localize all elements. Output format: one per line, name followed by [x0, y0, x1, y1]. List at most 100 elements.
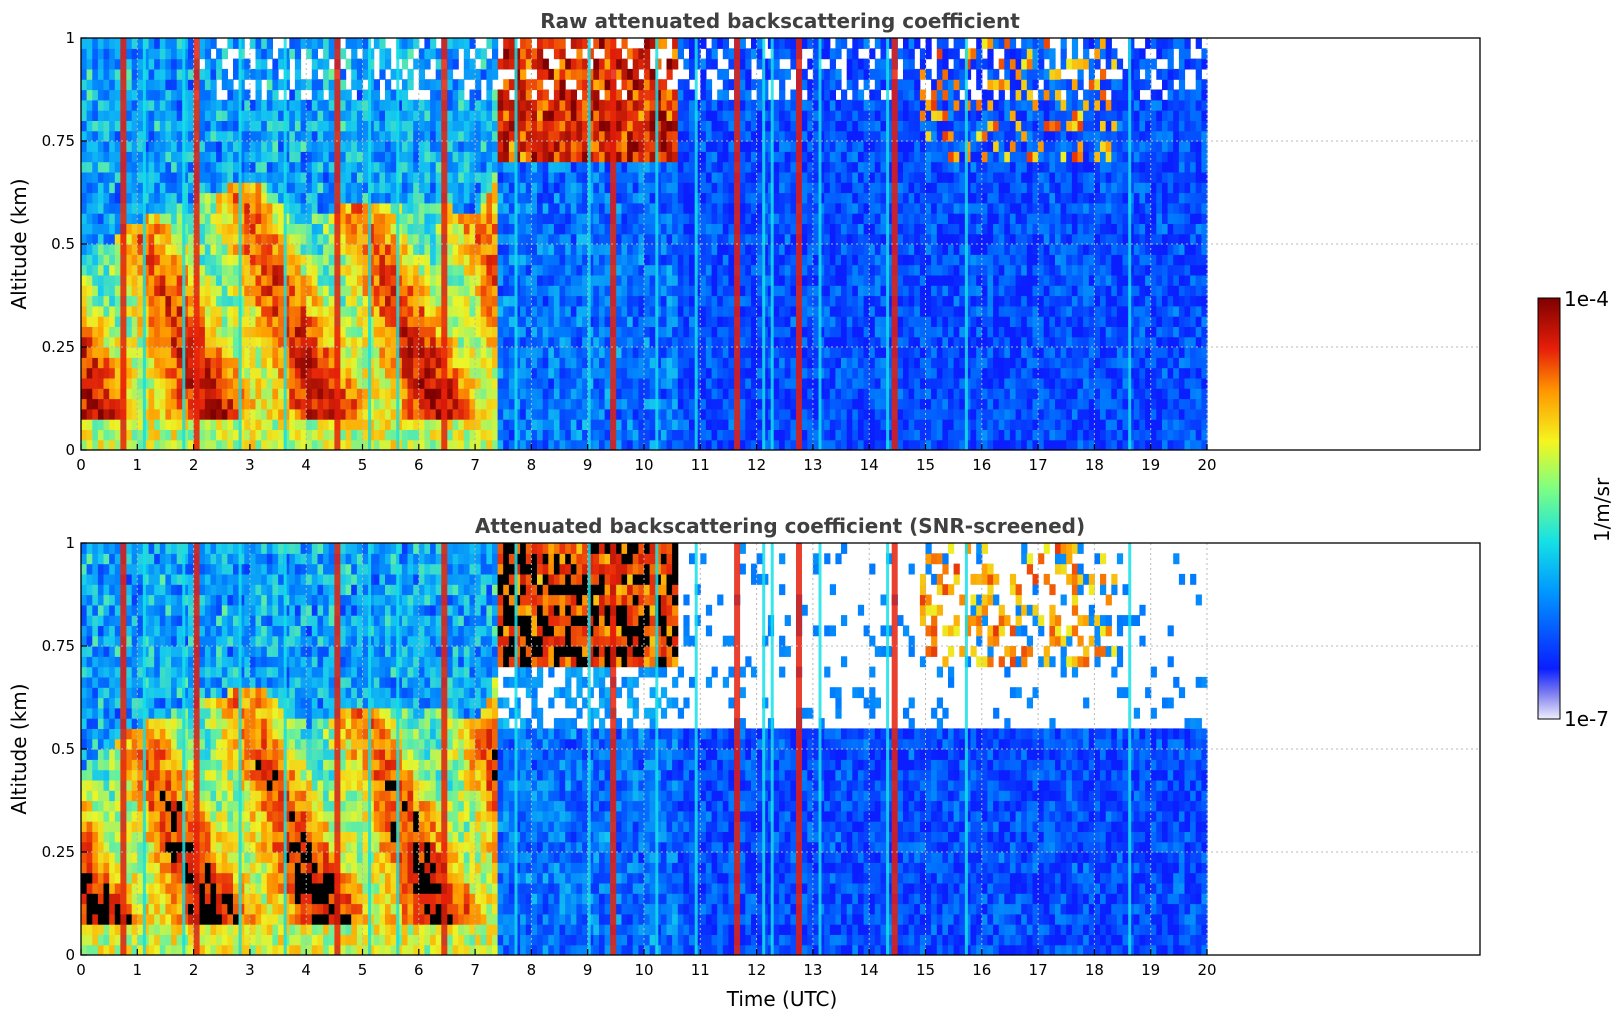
heatmap-cell [497, 316, 504, 327]
heatmap-cell [666, 357, 673, 369]
heatmap-cell [700, 151, 707, 163]
heatmap-cell [86, 151, 93, 163]
heatmap-cell [458, 439, 465, 450]
heatmap-cell [627, 110, 634, 121]
heatmap-cell [520, 305, 527, 317]
heatmap-cell [204, 316, 212, 327]
heatmap-cell [497, 213, 504, 224]
heatmap-cell [165, 120, 172, 132]
heatmap-cell [289, 429, 296, 441]
heatmap-cell [131, 377, 138, 389]
heatmap-cell [385, 398, 392, 410]
heatmap-cell [694, 151, 701, 163]
heatmap-cell [672, 151, 679, 163]
heatmap-cell [300, 326, 307, 338]
heatmap-cell [531, 202, 538, 214]
heatmap-cell [385, 316, 392, 327]
heatmap-cell [514, 192, 521, 204]
heatmap-cell [722, 429, 729, 441]
panel-raw-title: Raw attenuated backscattering coefficien… [540, 9, 1020, 33]
heatmap-cell [255, 274, 262, 286]
heatmap-cell [188, 347, 195, 358]
heatmap-cell [283, 58, 290, 70]
heatmap-cell [92, 367, 99, 379]
heatmap-cell [604, 223, 611, 235]
heatmap-cell [548, 305, 555, 317]
heatmap-cell [435, 202, 442, 214]
heatmap-cell [131, 202, 138, 214]
heatmap-cell [559, 264, 566, 276]
heatmap-cell [379, 305, 386, 317]
heatmap-cell [700, 264, 707, 276]
heatmap-cell [249, 336, 257, 348]
heatmap-cell [266, 398, 273, 410]
heatmap-cell [81, 130, 88, 142]
heatmap-cell [159, 357, 166, 369]
heatmap-cell [283, 254, 290, 266]
heatmap-cell [368, 244, 375, 255]
heatmap-cell [435, 429, 442, 441]
heatmap-cell [469, 233, 476, 245]
heatmap-cell [278, 326, 285, 338]
heatmap-cell [711, 326, 718, 338]
heatmap-cell [294, 161, 302, 173]
heatmap-cell [531, 151, 538, 163]
heatmap-cell [340, 439, 347, 450]
heatmap-cell [520, 419, 527, 430]
heatmap-cell [385, 171, 392, 183]
heatmap-cell [508, 305, 516, 317]
heatmap-cell [751, 439, 758, 450]
heatmap-cell [559, 161, 566, 173]
heatmap-cell [385, 58, 392, 70]
heatmap-cell [142, 408, 150, 420]
heatmap-cell [430, 295, 437, 307]
heatmap-cell [418, 58, 425, 70]
heatmap-cell [272, 171, 279, 183]
heatmap-cell [638, 285, 645, 297]
heatmap-cell [294, 336, 302, 348]
heatmap-cell [514, 408, 521, 420]
heatmap-cell [142, 336, 150, 348]
heatmap-cell [340, 120, 347, 132]
heatmap-cell [424, 213, 431, 224]
heatmap-cell [531, 429, 538, 441]
heatmap-cell [188, 398, 195, 410]
heatmap-cell [705, 336, 713, 348]
heatmap-cell [294, 48, 302, 60]
heatmap-cell [204, 182, 212, 194]
heatmap-cell [424, 233, 431, 245]
heatmap-cell [683, 377, 690, 389]
heatmap-cell [244, 439, 251, 450]
heatmap-cell [311, 48, 318, 60]
heatmap-cell [632, 141, 639, 152]
heatmap-cell [700, 58, 707, 70]
heatmap-cell [779, 347, 786, 358]
heatmap-cell [435, 182, 442, 194]
heatmap-cell [340, 161, 347, 173]
heatmap-cell [92, 151, 99, 163]
heatmap-cell [756, 141, 763, 152]
heatmap-cell [86, 347, 93, 358]
heatmap-cell [126, 99, 133, 111]
heatmap-cell [700, 120, 707, 132]
heatmap-cell [672, 192, 679, 204]
heatmap-cell [356, 408, 364, 420]
heatmap-cell [114, 192, 121, 204]
heatmap-cell [503, 244, 510, 255]
heatmap-cell [126, 326, 133, 338]
heatmap-cell [801, 388, 808, 400]
heatmap-cell [486, 182, 493, 194]
heatmap-cell [171, 254, 178, 266]
heatmap-cell [154, 171, 161, 183]
heatmap-cell [216, 213, 223, 224]
heatmap-cell [570, 408, 577, 420]
heatmap-cell [537, 357, 544, 369]
heatmap-cell [615, 151, 622, 163]
heatmap-cell [480, 408, 487, 420]
heatmap-cell [486, 254, 493, 266]
heatmap-cell [266, 357, 273, 369]
heatmap-cell [131, 305, 138, 317]
heatmap-cell [705, 99, 713, 111]
heatmap-cell [328, 254, 335, 266]
heatmap-cell [790, 48, 797, 60]
